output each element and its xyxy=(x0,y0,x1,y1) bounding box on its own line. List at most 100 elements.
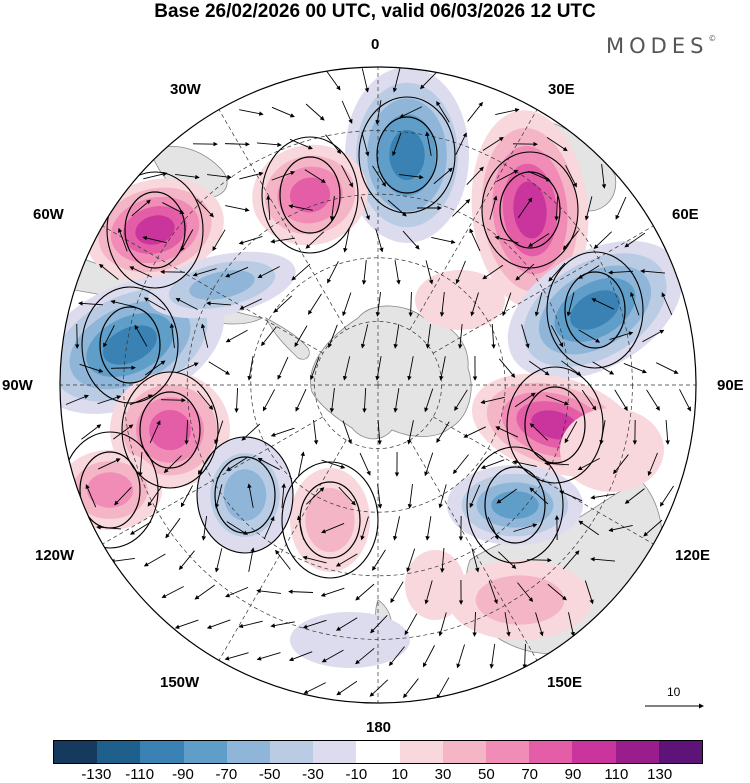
wind-vector xyxy=(256,588,281,594)
wind-vector xyxy=(271,106,295,118)
lon-label-60e: 60E xyxy=(672,206,699,223)
wind-vector xyxy=(302,555,327,564)
wind-vector xyxy=(643,519,663,537)
wind-vector xyxy=(343,228,350,253)
wind-vector xyxy=(613,454,629,475)
anomaly-contour xyxy=(290,612,410,668)
wind-vector xyxy=(336,617,358,631)
meridian-line xyxy=(409,109,538,331)
wind-vector xyxy=(470,292,479,317)
anomaly-contour xyxy=(289,177,331,213)
wind-vector xyxy=(584,196,593,221)
wind-vector xyxy=(226,457,248,472)
wind-vector xyxy=(165,518,181,539)
brand-mark: © xyxy=(708,34,717,43)
colorbar-swatch xyxy=(270,741,314,763)
wind-vector xyxy=(495,108,520,115)
wind-vector xyxy=(113,424,134,440)
wind-vector xyxy=(550,325,564,348)
wind-vector xyxy=(184,419,189,445)
wind-vector xyxy=(554,195,559,221)
wind-vector xyxy=(392,132,402,157)
wind-vector xyxy=(342,356,351,381)
wind-vector xyxy=(81,424,102,440)
colorbar-tick-label: 90 xyxy=(564,766,582,783)
wind-vector xyxy=(578,520,600,536)
wind-vector xyxy=(143,553,166,567)
wind-vector xyxy=(527,170,551,182)
circulation-contour xyxy=(139,391,201,469)
wind-vector xyxy=(309,356,320,381)
colorbar-tick-label: 110 xyxy=(604,766,629,783)
circulation-contour xyxy=(299,481,361,559)
colorbar-tick-label: -90 xyxy=(172,766,194,783)
wind-vector xyxy=(342,292,352,317)
wind-vector xyxy=(568,612,575,637)
wind-vector xyxy=(336,680,358,696)
wind-vector xyxy=(390,581,404,604)
wind-vector xyxy=(225,586,249,598)
wind-vector xyxy=(239,109,264,116)
wind-vector xyxy=(456,644,465,669)
wind-vector xyxy=(424,388,434,413)
wind-vector xyxy=(257,458,280,470)
wind-vector xyxy=(266,195,271,221)
colorbar-swatch xyxy=(356,741,400,763)
wind-vector xyxy=(559,490,583,502)
wind-vector xyxy=(197,390,214,410)
wind-vector xyxy=(577,458,600,471)
circulation-contour xyxy=(358,96,456,214)
colorbar-tick-label: -110 xyxy=(125,766,155,783)
lon-label-30e: 30E xyxy=(548,81,575,98)
wind-vector xyxy=(457,324,463,349)
wind-vector xyxy=(291,263,311,281)
wind-vector xyxy=(234,387,239,413)
wind-vector xyxy=(129,266,153,278)
wind-vector xyxy=(388,646,405,667)
wind-vector xyxy=(491,323,496,349)
wind-vector xyxy=(305,487,325,505)
wind-vector xyxy=(452,454,469,475)
colorbar-swatch xyxy=(442,741,487,763)
wind-vector xyxy=(420,71,438,90)
lon-label-120w: 120W xyxy=(35,547,75,564)
wind-vector xyxy=(110,365,136,371)
wind-vector xyxy=(247,483,254,508)
wind-vector xyxy=(214,420,224,445)
circulation-contour xyxy=(481,151,579,269)
wind-vector xyxy=(305,231,325,249)
wind-vector xyxy=(226,521,248,535)
wind-vector xyxy=(408,291,413,317)
circulation-contour xyxy=(261,136,359,254)
wind-vector xyxy=(591,298,615,310)
wind-vector xyxy=(329,196,335,221)
wind-vector xyxy=(647,452,658,476)
wind-vector xyxy=(270,237,295,244)
wind-vector xyxy=(329,388,335,413)
wind-vector xyxy=(425,516,432,541)
colorbar-tick-label: 50 xyxy=(477,766,495,783)
wind-vector xyxy=(480,396,505,405)
wind-vector xyxy=(192,268,217,277)
wind-vector xyxy=(288,589,314,594)
colorbar-tick-label: -70 xyxy=(215,766,238,783)
wind-vector xyxy=(134,324,148,347)
colorbar xyxy=(53,740,703,764)
colorbar-swatch xyxy=(226,741,271,763)
wind-vector xyxy=(402,230,420,250)
wind-vector xyxy=(372,549,386,571)
wind-vector xyxy=(482,264,504,280)
wind-vector xyxy=(623,362,647,374)
colorbar-tick-label: -10 xyxy=(345,766,368,783)
circulation-contour xyxy=(99,306,161,384)
lon-label-120e: 120E xyxy=(675,547,711,564)
wind-vector xyxy=(590,493,615,500)
wind-vector xyxy=(534,292,543,317)
antarctic-peninsula xyxy=(265,316,310,360)
wind-vector xyxy=(341,100,353,124)
wind-vector xyxy=(214,548,223,573)
wind-vector xyxy=(581,389,597,411)
wind-vector xyxy=(393,324,400,349)
wind-vector xyxy=(375,292,382,317)
lon-label-60w: 60W xyxy=(33,206,64,223)
